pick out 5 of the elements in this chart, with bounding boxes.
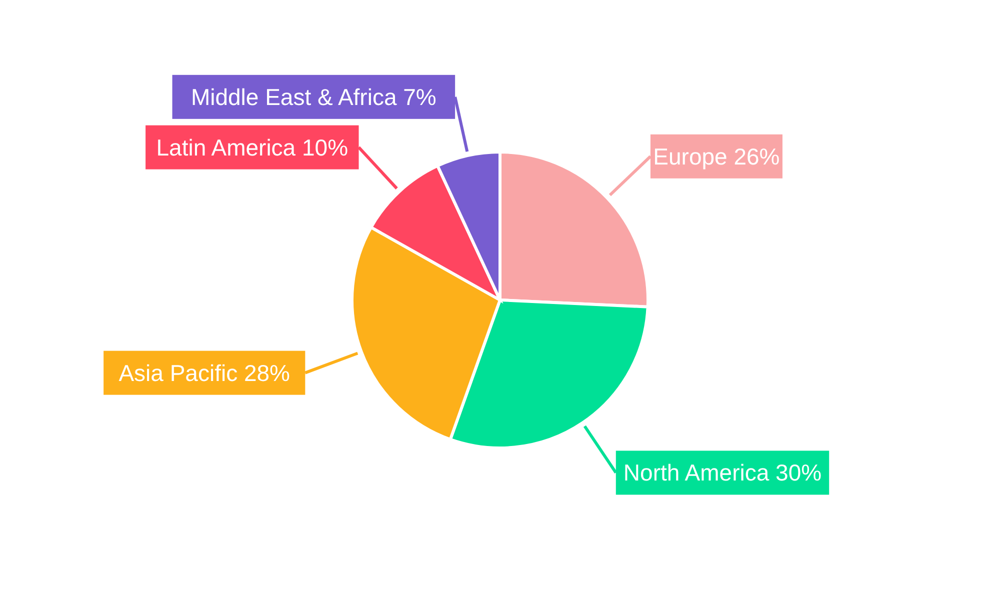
slice-label: North America 30% <box>623 460 822 486</box>
slice-label: Middle East & Africa 7% <box>190 84 436 110</box>
slice-label: Europe 26% <box>653 143 780 170</box>
slice-label: Asia Pacific 28% <box>118 360 290 386</box>
slice-label: Latin America 10% <box>156 134 348 160</box>
